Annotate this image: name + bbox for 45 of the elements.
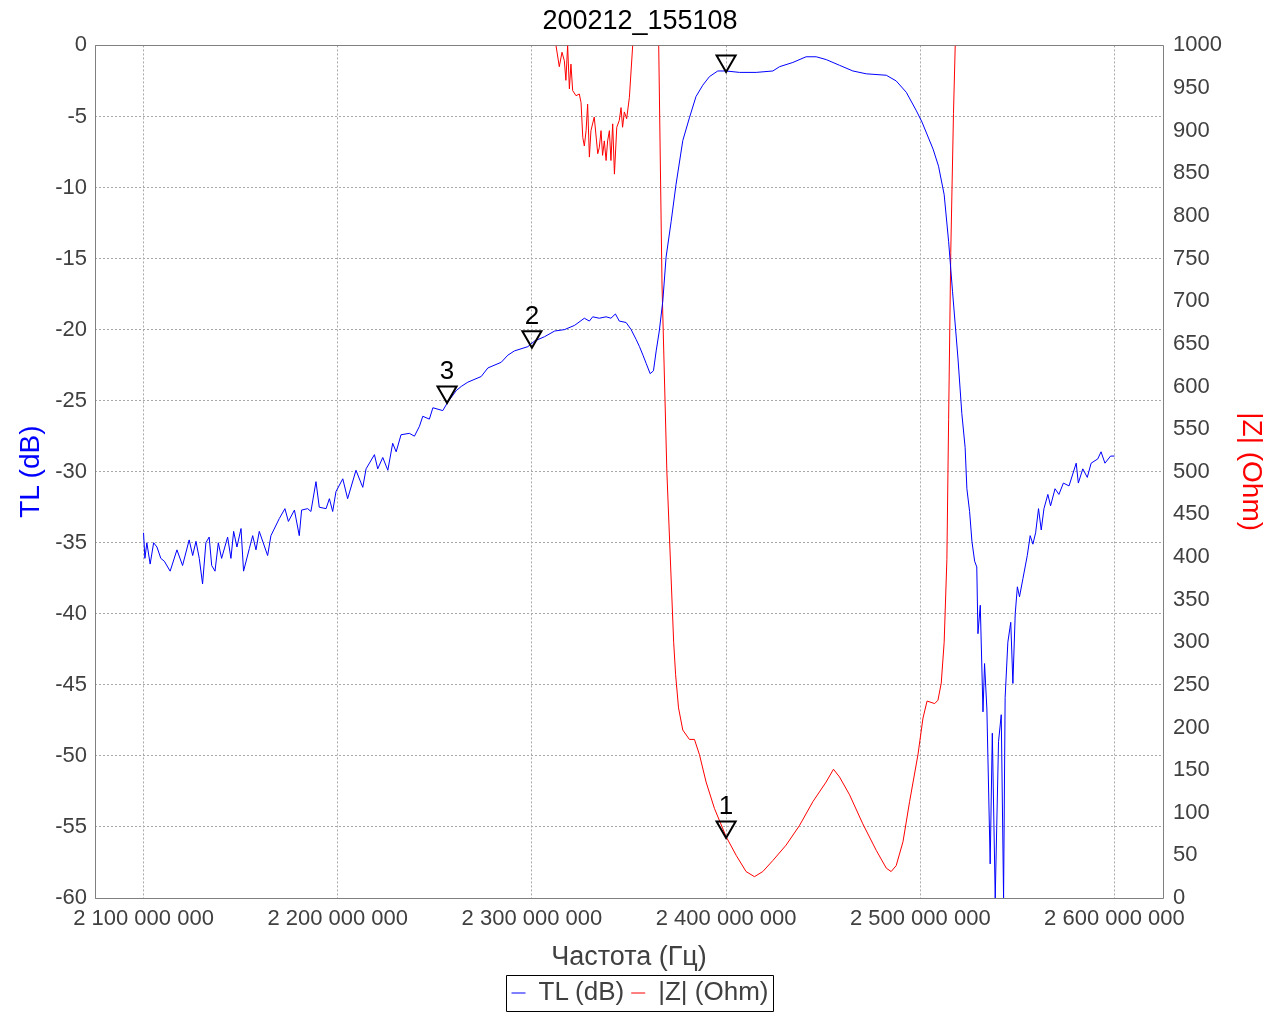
- y2-tick-label: 750: [1173, 244, 1210, 270]
- y2-tick-label: 150: [1173, 756, 1210, 782]
- y2-tick-label: 550: [1173, 415, 1210, 441]
- y-tick-label: -15: [55, 244, 87, 270]
- y-tick-label: -30: [55, 457, 87, 483]
- y2-tick-label: 450: [1173, 500, 1210, 526]
- y-tick-label: -10: [55, 173, 87, 199]
- y2-axis-title: |Z| (Ohm): [1237, 412, 1269, 532]
- annotation: 2: [524, 299, 540, 330]
- y-tick-label: -20: [55, 315, 87, 341]
- y2-tick-label: 100: [1173, 798, 1210, 824]
- annotation: 1: [718, 789, 734, 820]
- y2-tick-label: 300: [1173, 628, 1210, 654]
- chart-title: 200212_155108: [542, 4, 738, 35]
- x-tick-label: 2 500 000 000: [849, 905, 991, 931]
- y2-tick-label: 250: [1173, 670, 1210, 696]
- y-tick-label: -5: [67, 102, 87, 128]
- y2-tick-label: 400: [1173, 543, 1210, 569]
- annotation: 3: [439, 355, 455, 386]
- y2-tick-label: 650: [1173, 329, 1210, 355]
- y2-tick-label: 350: [1173, 585, 1210, 611]
- y2-tick-label: 950: [1173, 74, 1210, 100]
- y2-tick-label: 600: [1173, 372, 1210, 398]
- y2-tick-label: 200: [1173, 713, 1210, 739]
- y2-tick-label: 700: [1173, 287, 1210, 313]
- x-axis-title: Частота (Гц): [551, 941, 707, 972]
- y2-tick-label: 850: [1173, 159, 1210, 185]
- y-tick-label: -45: [55, 670, 87, 696]
- y2-tick-label: 800: [1173, 201, 1210, 227]
- y-tick-label: -50: [55, 741, 87, 767]
- y-axis-title: TL (dB): [13, 425, 45, 518]
- legend-label: TL (dB): [538, 976, 625, 1007]
- y-tick-label: -55: [55, 813, 87, 839]
- y2-tick-label: 500: [1173, 457, 1210, 483]
- y-tick-label: -35: [55, 528, 87, 554]
- y2-tick-label: 900: [1173, 116, 1210, 142]
- y2-tick-label: 50: [1173, 841, 1198, 867]
- x-tick-label: 2 400 000 000: [655, 905, 797, 931]
- x-tick-label: 2 200 000 000: [267, 905, 409, 931]
- y-tick-label: -40: [55, 599, 87, 625]
- y-tick-label: 0: [74, 31, 87, 57]
- x-tick-label: 2 300 000 000: [461, 905, 603, 931]
- legend-label: |Z| (Ohm): [658, 976, 769, 1007]
- y2-tick-label: 1000: [1173, 31, 1222, 57]
- y-tick-label: -25: [55, 386, 87, 412]
